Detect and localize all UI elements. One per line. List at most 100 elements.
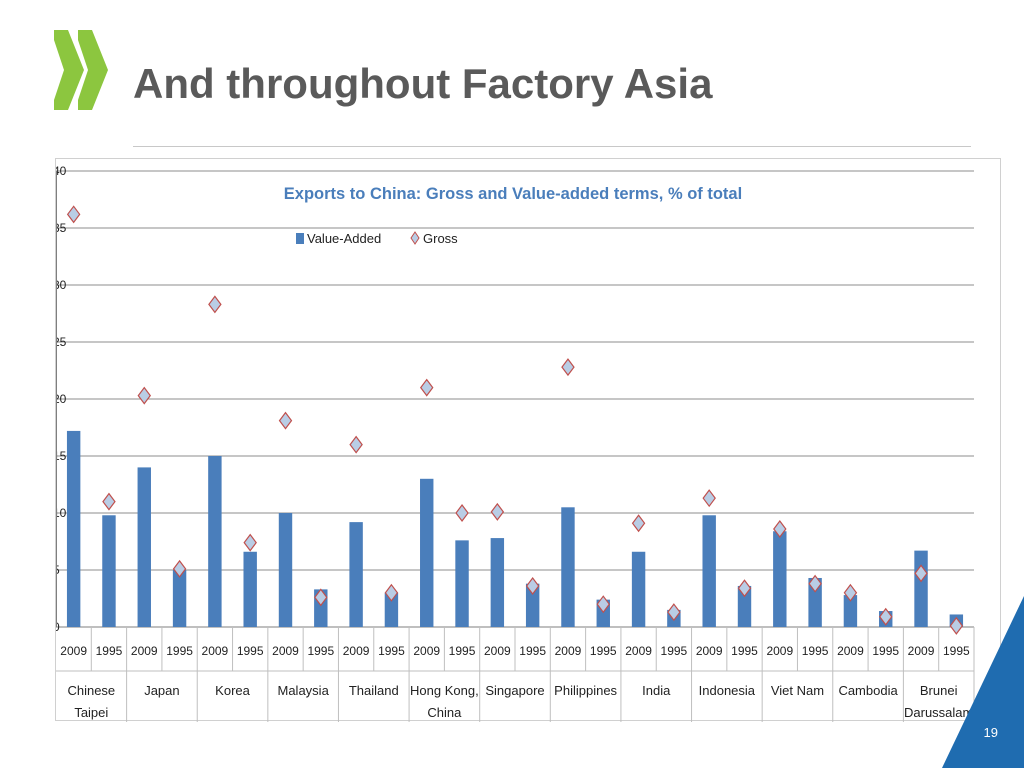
diamond-gross bbox=[667, 603, 681, 622]
diamond-gross bbox=[137, 386, 152, 405]
diamond-gross bbox=[914, 564, 928, 583]
diamond-gross bbox=[949, 616, 964, 635]
chart-frame: 0 5 10 15 20 25 30 35 40 2009 1995 2009 1995 2009 199… bbox=[55, 158, 1001, 722]
diamond-gross bbox=[808, 574, 822, 593]
bar-value-added bbox=[102, 515, 116, 627]
diamond-gross bbox=[243, 533, 257, 552]
diamond-gross bbox=[702, 489, 716, 508]
legend-label-gross: Gross bbox=[423, 231, 458, 246]
page-number: 19 bbox=[983, 725, 998, 740]
bar-value-added bbox=[66, 430, 81, 627]
x-tick-year: 1995 bbox=[307, 644, 334, 658]
x-group-label: Korea bbox=[215, 683, 250, 698]
diamond-gross bbox=[419, 378, 434, 397]
legend: Value-Added Gross bbox=[296, 231, 458, 246]
legend-swatch-value-added bbox=[296, 233, 304, 244]
x-group-label: Indonesia bbox=[699, 683, 756, 698]
x-group-label: India bbox=[642, 683, 671, 698]
x-tick-year: 1995 bbox=[166, 644, 193, 658]
diamond-gross bbox=[596, 595, 611, 614]
x-group-label: Singapore bbox=[485, 683, 544, 698]
x-group-label: China bbox=[427, 705, 462, 720]
bar-value-added bbox=[737, 585, 752, 627]
diamond-gross bbox=[172, 559, 187, 578]
bar-value-added bbox=[420, 478, 434, 627]
diamond-gross bbox=[737, 579, 752, 598]
x-tick-year: 2009 bbox=[131, 644, 158, 658]
bar-value-added bbox=[137, 467, 151, 627]
bar-value-added bbox=[808, 577, 822, 627]
diamond-gross bbox=[773, 519, 787, 538]
diamond-gross bbox=[278, 411, 293, 430]
x-tick-year: 1995 bbox=[590, 644, 617, 658]
x-tick-year: 2009 bbox=[202, 644, 229, 658]
x-group-label: Hong Kong, bbox=[410, 683, 479, 698]
x-axis: 2009 1995 2009 1995 2009 1995 2009 1995 2009 1995… bbox=[56, 627, 975, 722]
bar-value-added bbox=[490, 538, 505, 627]
x-tick-year: 2009 bbox=[343, 644, 370, 658]
diamond-gross bbox=[314, 588, 328, 607]
x-group-label: Philippines bbox=[554, 683, 617, 698]
x-tick-year: 2009 bbox=[696, 644, 723, 658]
y-tick-label: 5 bbox=[56, 563, 60, 577]
x-tick-year: 1995 bbox=[872, 644, 899, 658]
x-group-label: Thailand bbox=[349, 683, 399, 698]
x-tick-year: 2009 bbox=[555, 644, 582, 658]
x-group-label: Malaysia bbox=[278, 683, 330, 698]
x-tick-year: 2009 bbox=[908, 644, 935, 658]
diamond-gross bbox=[843, 583, 858, 602]
x-group-label: Brunei bbox=[920, 683, 958, 698]
diamond-gross bbox=[561, 358, 575, 377]
x-group-label: Darussalam bbox=[904, 705, 973, 720]
diamond-gross bbox=[102, 492, 116, 511]
grid-layer bbox=[56, 170, 974, 628]
slide-title: And throughout Factory Asia bbox=[133, 60, 713, 107]
bar-value-added bbox=[172, 570, 187, 627]
legend-swatch-gross bbox=[410, 231, 420, 245]
logo-chevron-right bbox=[78, 30, 108, 110]
x-tick-year: 1995 bbox=[237, 644, 264, 658]
diamond-gross bbox=[878, 607, 893, 626]
diamond-gross bbox=[384, 583, 399, 602]
bar-value-added bbox=[455, 540, 469, 627]
bar-value-added bbox=[384, 592, 399, 627]
bar-value-added bbox=[561, 507, 575, 627]
legend-label-value-added: Value-Added bbox=[307, 231, 381, 246]
gross-diamonds bbox=[66, 205, 964, 635]
y-tick-label: 10 bbox=[56, 506, 67, 520]
diamond-gross bbox=[208, 295, 222, 314]
chart-title: Exports to China: Gross and Value-added … bbox=[284, 185, 742, 203]
x-tick-year: 1995 bbox=[519, 644, 546, 658]
y-tick-label: 35 bbox=[56, 221, 67, 235]
corner-accent bbox=[942, 596, 1024, 768]
bar-value-added bbox=[349, 522, 363, 627]
bar-value-added bbox=[208, 456, 222, 627]
x-group-label: Taipei bbox=[74, 705, 108, 720]
x-tick-year: 1995 bbox=[96, 644, 123, 658]
y-tick-label: 25 bbox=[56, 335, 67, 349]
x-tick-year: 2009 bbox=[625, 644, 652, 658]
diamond-gross bbox=[349, 435, 363, 454]
bar-value-added bbox=[278, 513, 293, 627]
x-tick-year: 2009 bbox=[272, 644, 299, 658]
x-tick-year: 1995 bbox=[449, 644, 476, 658]
y-tick-label: 30 bbox=[56, 278, 67, 292]
bar-value-added bbox=[702, 515, 716, 627]
x-tick-year: 1995 bbox=[802, 644, 829, 658]
x-group-label: Viet Nam bbox=[771, 683, 824, 698]
bar-value-added bbox=[525, 583, 540, 627]
bar-value-added bbox=[843, 595, 858, 627]
x-tick-year: 1995 bbox=[943, 644, 970, 658]
diamond-gross bbox=[66, 205, 81, 224]
bar-value-added bbox=[914, 550, 928, 627]
x-tick-year: 2009 bbox=[413, 644, 440, 658]
x-tick-year: 2009 bbox=[837, 644, 864, 658]
diamond-gross bbox=[490, 502, 505, 521]
x-group-label: Cambodia bbox=[838, 683, 898, 698]
diamond-gross bbox=[525, 576, 540, 595]
value-added-bars bbox=[66, 430, 964, 627]
x-group-label: Japan bbox=[144, 683, 179, 698]
x-tick-year: 1995 bbox=[731, 644, 758, 658]
x-tick-year: 1995 bbox=[661, 644, 688, 658]
title-divider bbox=[133, 146, 971, 147]
